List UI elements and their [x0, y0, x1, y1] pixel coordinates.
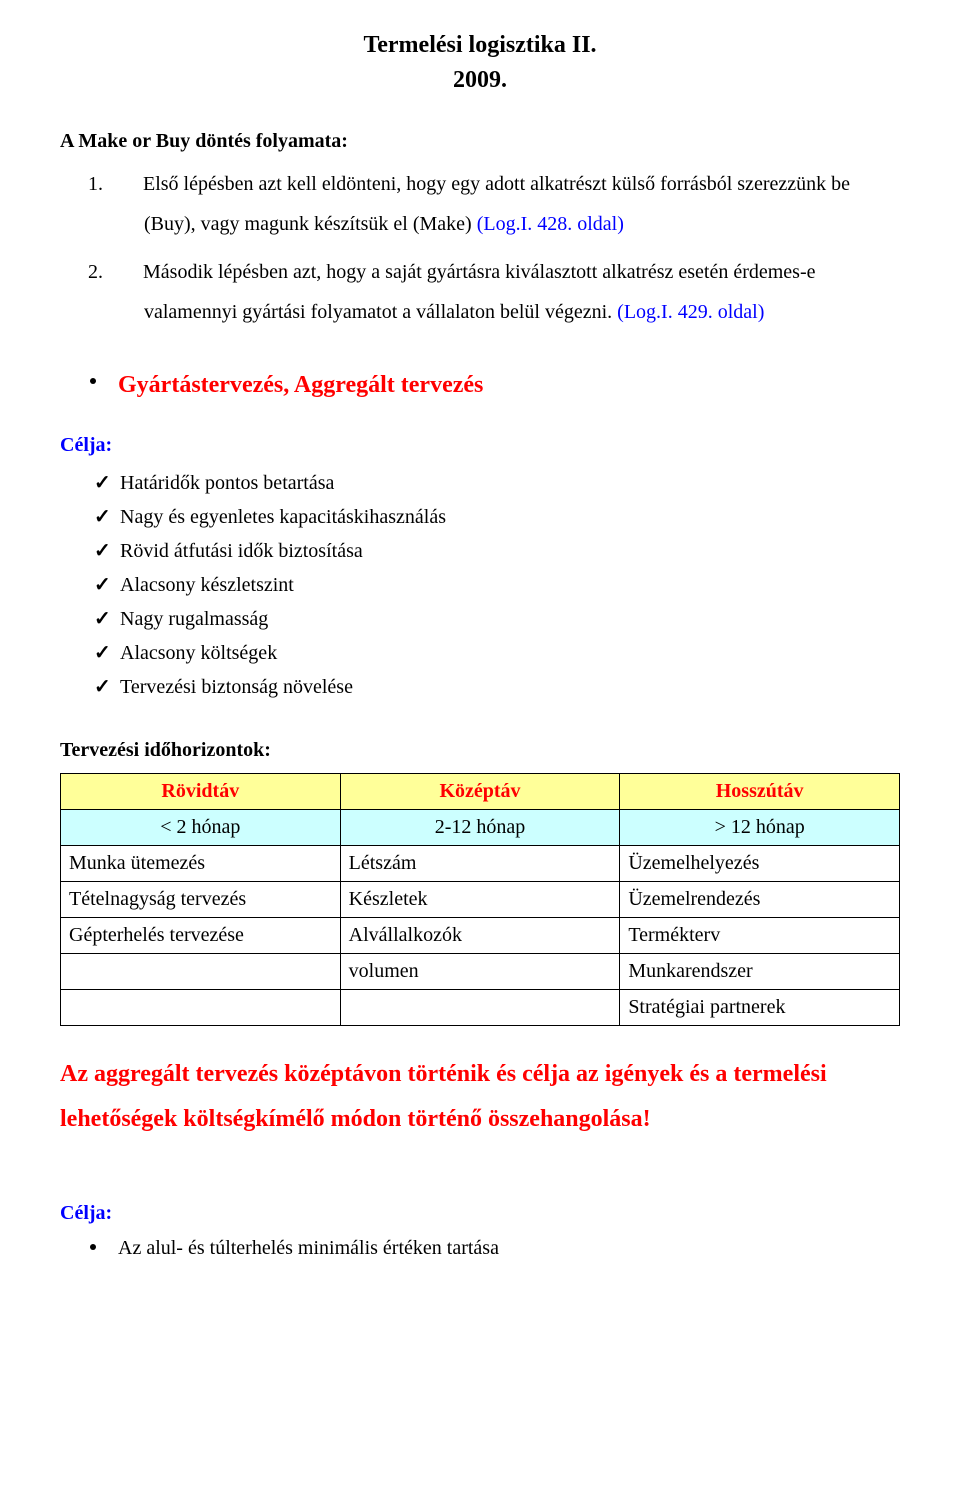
goal-item: Nagy rugalmasság [120, 602, 900, 636]
table-row: Gépterhelés tervezése Alvállalkozók Term… [61, 918, 900, 954]
steps-list: 1. Első lépésben azt kell eldönteni, hog… [60, 164, 900, 332]
goal-item: Alacsony készletszint [120, 568, 900, 602]
goal-item: Tervezési biztonság növelése [120, 670, 900, 704]
summary-text: Az aggregált tervezés középtávon történi… [60, 1052, 900, 1141]
table-cell: Üzemelrendezés [620, 882, 900, 918]
horizon-heading: Tervezési időhorizontok: [60, 734, 900, 767]
table-cell [340, 990, 620, 1026]
goals-list: Határidők pontos betartása Nagy és egyen… [60, 466, 900, 704]
celja2-label: Célja: [60, 1197, 900, 1230]
celja-label: Célja: [60, 429, 900, 462]
range-cell: 2-12 hónap [340, 810, 620, 846]
red-bullet-row: Gyártástervezés, Aggregált tervezés [60, 366, 900, 406]
step-2: 2. Második lépésben azt, hogy a saját gy… [116, 252, 900, 332]
doc-year: 2009. [60, 61, 900, 101]
step-1-ref: (Log.I. 428. oldal) [477, 213, 624, 235]
table-cell [61, 954, 341, 990]
header-hosszu: Hosszútáv [620, 774, 900, 810]
table-cell: Tételnagyság tervezés [61, 882, 341, 918]
goal-item: Alacsony költségek [120, 636, 900, 670]
table-cell: Üzemelhelyezés [620, 846, 900, 882]
table-row: Tételnagyság tervezés Készletek Üzemelre… [61, 882, 900, 918]
range-cell: < 2 hónap [61, 810, 341, 846]
goal-item: Rövid átfutási idők biztosítása [120, 534, 900, 568]
range-cell: > 12 hónap [620, 810, 900, 846]
make-or-buy-heading: A Make or Buy döntés folyamata: [60, 125, 900, 158]
table-cell: Munkarendszer [620, 954, 900, 990]
table-cell: Stratégiai partnerek [620, 990, 900, 1026]
horizons-table: Rövidtáv Középtáv Hosszútáv < 2 hónap 2-… [60, 773, 900, 1026]
table-cell: Termékterv [620, 918, 900, 954]
step-2-ref: (Log.I. 429. oldal) [617, 301, 764, 323]
table-header-row: Rövidtáv Középtáv Hosszútáv [61, 774, 900, 810]
table-range-row: < 2 hónap 2-12 hónap > 12 hónap [61, 810, 900, 846]
table-cell: Készletek [340, 882, 620, 918]
table-cell: Alvállalkozók [340, 918, 620, 954]
last-bullet-text: Az alul- és túlterhelés minimális értéke… [118, 1232, 499, 1265]
table-cell: Munka ütemezés [61, 846, 341, 882]
table-cell: Létszám [340, 846, 620, 882]
step-1: 1. Első lépésben azt kell eldönteni, hog… [116, 164, 900, 244]
bullet-icon [90, 378, 96, 384]
table-row: Stratégiai partnerek [61, 990, 900, 1026]
red-bullet-text: Gyártástervezés, Aggregált tervezés [118, 366, 483, 406]
table-row: volumen Munkarendszer [61, 954, 900, 990]
table-cell: Gépterhelés tervezése [61, 918, 341, 954]
header-kozep: Középtáv [340, 774, 620, 810]
header-rovid: Rövidtáv [61, 774, 341, 810]
doc-title: Termelési logisztika II. [60, 30, 900, 61]
step-1-number: 1. [116, 164, 138, 204]
table-cell [61, 990, 341, 1026]
step-2-number: 2. [116, 252, 138, 292]
table-row: Munka ütemezés Létszám Üzemelhelyezés [61, 846, 900, 882]
last-bullet-row: Az alul- és túlterhelés minimális értéke… [60, 1232, 900, 1265]
table-cell: volumen [340, 954, 620, 990]
bullet-icon [90, 1244, 96, 1250]
goal-item: Határidők pontos betartása [120, 466, 900, 500]
goal-item: Nagy és egyenletes kapacitáskihasználás [120, 500, 900, 534]
